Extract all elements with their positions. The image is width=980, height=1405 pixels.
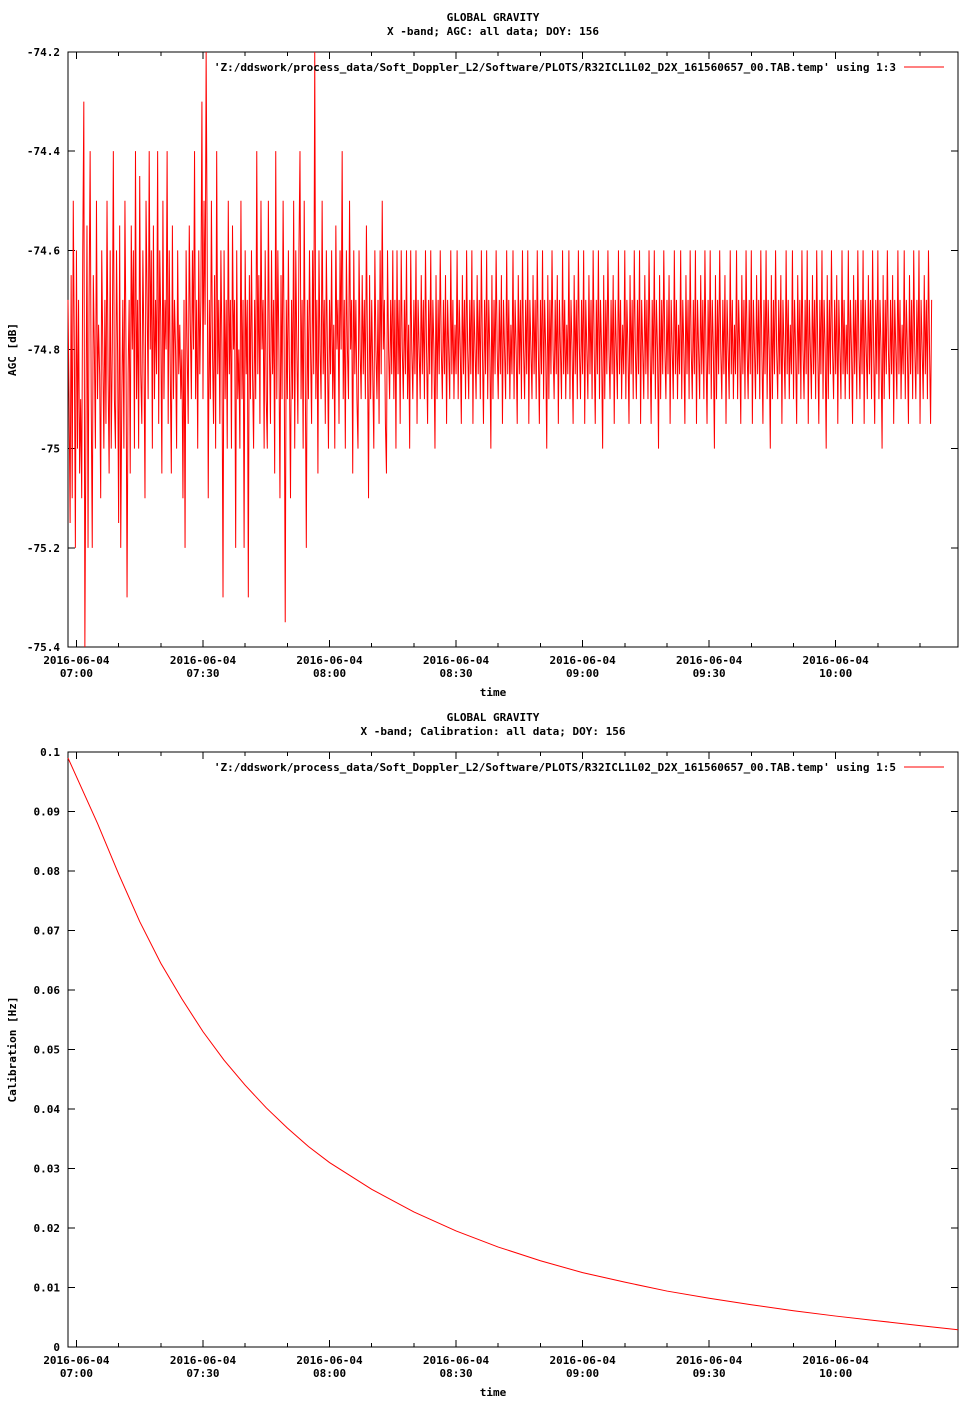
series-line [67, 51, 933, 648]
x-tick-label-date: 2016-06-04 [423, 654, 490, 667]
x-tick-label-date: 2016-06-04 [676, 1354, 743, 1367]
x-tick-label-time: 08:00 [313, 667, 346, 680]
x-tick-label-date: 2016-06-04 [423, 1354, 490, 1367]
x-tick-label-date: 2016-06-04 [296, 654, 363, 667]
y-tick-label: -75.4 [27, 641, 60, 654]
y-axis-label: Calibration [Hz] [6, 997, 19, 1103]
y-tick-label: 0.07 [34, 925, 61, 938]
legend-label: 'Z:/ddswork/process_data/Soft_Doppler_L2… [214, 761, 896, 774]
y-tick-label: -75.2 [27, 542, 60, 555]
x-tick-label-time: 08:30 [439, 667, 472, 680]
y-tick-label: 0.08 [34, 865, 61, 878]
y-tick-label: 0 [53, 1341, 60, 1354]
y-tick-label: -74.8 [27, 344, 60, 357]
series-line [67, 757, 959, 1331]
x-tick-label-time: 10:00 [819, 667, 852, 680]
x-tick-label-date: 2016-06-04 [43, 1354, 110, 1367]
x-tick-label-date: 2016-06-04 [170, 654, 237, 667]
x-tick-label-date: 2016-06-04 [676, 654, 743, 667]
x-tick-label-time: 07:00 [60, 667, 93, 680]
y-tick-label: 0.03 [34, 1163, 61, 1176]
x-tick-label-date: 2016-06-04 [549, 654, 616, 667]
y-tick-label: 0.06 [34, 984, 61, 997]
x-tick-label-date: 2016-06-04 [803, 1354, 870, 1367]
x-tick-label-time: 08:30 [439, 1367, 472, 1380]
y-tick-label: 0.04 [34, 1103, 61, 1116]
x-tick-label-time: 09:00 [566, 667, 599, 680]
y-tick-label: 0.02 [34, 1222, 61, 1235]
legend-label: 'Z:/ddswork/process_data/Soft_Doppler_L2… [214, 61, 896, 74]
x-tick-label-time: 07:30 [186, 667, 219, 680]
chart-title: GLOBAL GRAVITY [447, 11, 540, 24]
y-tick-label: -74.2 [27, 46, 60, 59]
y-tick-label: -74.6 [27, 244, 60, 257]
y-tick-label: 0.01 [34, 1282, 61, 1295]
chart-subtitle: X -band; Calibration: all data; DOY: 156 [361, 725, 626, 738]
chart-title: GLOBAL GRAVITY [447, 711, 540, 724]
x-tick-label-time: 07:00 [60, 1367, 93, 1380]
x-tick-label-time: 10:00 [819, 1367, 852, 1380]
plot-frame [67, 751, 959, 1348]
x-tick-label-time: 08:00 [313, 1367, 346, 1380]
y-axis-label: AGC [dB] [6, 323, 19, 376]
y-tick-label: 0.05 [34, 1044, 61, 1057]
y-tick-label: 0.1 [40, 746, 60, 759]
x-tick-label-date: 2016-06-04 [549, 1354, 616, 1367]
y-tick-label: -75 [40, 443, 60, 456]
x-axis-label: time [480, 1386, 507, 1399]
x-tick-label-time: 09:00 [566, 1367, 599, 1380]
chart-subtitle: X -band; AGC: all data; DOY: 156 [387, 25, 599, 38]
x-tick-label-date: 2016-06-04 [803, 654, 870, 667]
x-tick-label-time: 07:30 [186, 1367, 219, 1380]
x-tick-label-date: 2016-06-04 [296, 1354, 363, 1367]
x-axis-label: time [480, 686, 507, 699]
x-tick-label-time: 09:30 [693, 1367, 726, 1380]
x-tick-label-time: 09:30 [693, 667, 726, 680]
y-tick-label: 0.09 [34, 806, 61, 819]
x-tick-label-date: 2016-06-04 [43, 654, 110, 667]
y-tick-label: -74.4 [27, 145, 60, 158]
x-tick-label-date: 2016-06-04 [170, 1354, 237, 1367]
